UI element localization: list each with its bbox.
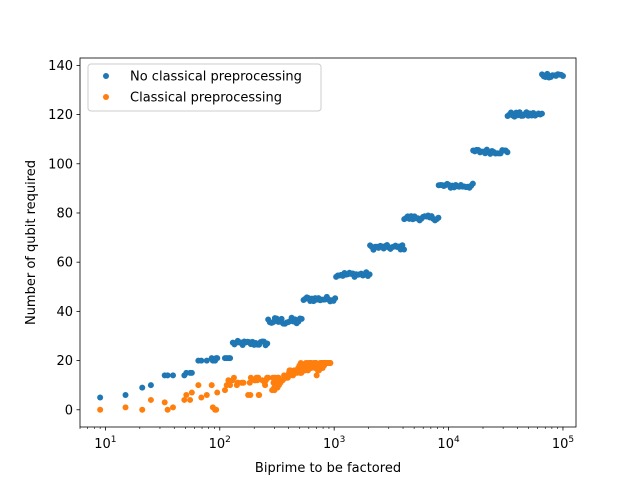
x-tick-label: 104 <box>437 435 460 452</box>
data-point <box>230 374 237 381</box>
data-point <box>264 340 271 347</box>
data-point <box>122 392 129 399</box>
data-point <box>214 389 221 396</box>
data-point <box>313 372 320 379</box>
data-points <box>97 70 566 413</box>
data-point <box>227 355 234 362</box>
data-point <box>161 399 168 406</box>
data-point <box>169 372 176 379</box>
data-point <box>538 110 545 117</box>
data-point <box>122 404 129 411</box>
data-point <box>401 246 408 253</box>
data-point <box>147 382 154 389</box>
legend-box <box>87 63 322 112</box>
data-point <box>183 392 190 399</box>
data-point <box>139 406 146 413</box>
y-axis-label: Number of qubit required <box>24 160 39 325</box>
data-point <box>188 369 195 376</box>
x-axis-ticks: 101 102 103 104 105 <box>79 427 574 452</box>
x-axis-label: Biprime to be factored <box>255 461 401 476</box>
data-point <box>504 149 511 156</box>
data-point <box>327 360 334 367</box>
data-point <box>247 392 254 399</box>
data-point <box>227 382 234 389</box>
data-point <box>198 394 205 401</box>
y-tick-label: 120 <box>48 108 73 123</box>
series-0 <box>97 70 566 401</box>
y-tick-label: 60 <box>56 256 73 271</box>
data-point <box>198 357 205 364</box>
legend-marker-no-preprocessing <box>103 73 109 79</box>
legend-label-no-preprocessing: No classical preprocessing <box>130 70 302 85</box>
data-point <box>97 406 104 413</box>
data-point <box>203 392 210 399</box>
series-1 <box>97 360 334 413</box>
data-point <box>139 384 146 391</box>
x-tick-label: 102 <box>209 435 231 452</box>
data-point <box>298 315 305 322</box>
data-point <box>221 387 228 394</box>
x-tick-label: 103 <box>323 435 345 452</box>
data-point <box>366 271 373 278</box>
data-point <box>169 404 176 411</box>
data-point <box>256 392 263 399</box>
data-point <box>265 374 272 381</box>
data-point <box>435 214 442 221</box>
y-tick-label: 80 <box>56 206 73 221</box>
data-point <box>559 72 566 79</box>
legend-marker-preprocessing <box>103 94 109 100</box>
legend-label-preprocessing: Classical preprocessing <box>130 91 282 106</box>
data-point <box>240 379 247 386</box>
y-tick-label: 20 <box>56 354 73 369</box>
data-point <box>332 295 339 302</box>
y-tick-label: 40 <box>56 305 73 320</box>
legend: No classical preprocessing Classical pre… <box>87 63 322 112</box>
x-tick-label: 105 <box>552 435 574 452</box>
y-axis-ticks: 0 20 40 60 80 100 120 140 <box>48 59 80 418</box>
x-tick-label: 101 <box>94 435 116 452</box>
data-point <box>469 180 476 187</box>
plot-frame <box>79 57 577 428</box>
data-point <box>246 379 253 386</box>
data-point <box>97 394 104 401</box>
data-point <box>203 357 210 364</box>
y-tick-label: 100 <box>48 157 73 172</box>
y-tick-label: 0 <box>65 403 73 418</box>
data-point <box>164 406 171 413</box>
data-point <box>188 389 195 396</box>
data-point <box>187 396 194 403</box>
data-point <box>278 315 285 322</box>
data-point <box>262 382 269 389</box>
data-point <box>208 382 215 389</box>
data-point <box>213 406 220 413</box>
y-tick-label: 140 <box>48 59 73 74</box>
data-point <box>164 372 171 379</box>
data-point <box>195 382 202 389</box>
data-point <box>147 396 154 403</box>
data-point <box>181 396 188 403</box>
data-point <box>214 355 221 362</box>
